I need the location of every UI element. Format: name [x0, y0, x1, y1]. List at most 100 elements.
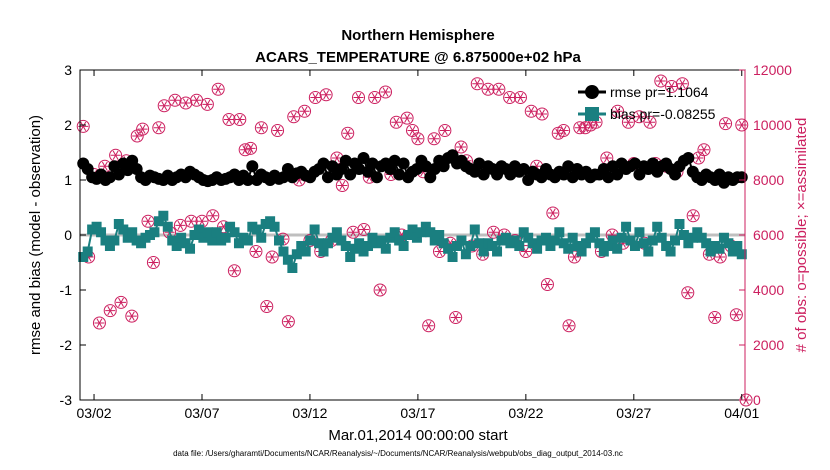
bias-point — [265, 216, 276, 227]
bias-point — [563, 243, 574, 254]
obs-assimilated-marker — [517, 92, 524, 103]
obs-assimilated-marker — [722, 119, 729, 129]
y-axis-right: 0 2000 4000 6000 8000 10000 12000 — [739, 62, 792, 408]
obs-assimilated-marker — [544, 279, 551, 290]
rmse-point — [246, 160, 259, 173]
bias-point — [407, 224, 418, 235]
obs-possible-marker — [513, 91, 527, 104]
y-axis-left-label: rmse and bias (model - observation) — [27, 115, 44, 355]
bias-point — [634, 227, 645, 238]
bias-point — [153, 216, 164, 227]
obs-assimilated-marker — [177, 220, 184, 230]
obs-possible-marker — [92, 316, 106, 330]
x-tick-label: 03/12 — [292, 405, 327, 421]
obs-assimilated-marker — [274, 125, 281, 136]
rmse-point — [121, 164, 134, 177]
bias-point — [665, 246, 676, 257]
obs-possible-marker — [254, 121, 268, 135]
obs-possible-marker — [233, 113, 247, 126]
bias-point — [229, 227, 240, 238]
bias-point — [349, 243, 360, 254]
bias-point — [331, 227, 342, 238]
obs-possible-marker — [136, 122, 150, 136]
bias-point — [242, 235, 253, 246]
bias-point — [616, 232, 627, 243]
obs-assimilated-marker — [490, 227, 497, 237]
obs-count-point — [540, 278, 554, 291]
bias-point — [291, 249, 302, 260]
obs-count-point — [233, 113, 247, 126]
obs-possible-marker — [130, 129, 144, 143]
obs-assimilated-marker — [431, 134, 438, 144]
obs-assimilated-marker — [528, 106, 535, 116]
obs-assimilated-marker — [701, 145, 707, 155]
obs-count-point — [379, 85, 393, 99]
obs-assimilated-marker — [350, 227, 357, 237]
bias-point — [171, 241, 182, 251]
obs-possible-marker — [427, 132, 441, 146]
obs-assimilated-marker — [404, 113, 411, 123]
bias-point — [425, 227, 436, 238]
obs-count-point — [719, 117, 733, 131]
y-right-tick-label: 0 — [753, 392, 761, 408]
bias-point — [451, 241, 462, 251]
obs-assimilated-marker — [717, 252, 724, 262]
obs-count-point — [287, 110, 301, 124]
obs-possible-marker — [686, 209, 700, 223]
obs-assimilated-marker — [360, 224, 367, 235]
bias-point — [136, 238, 147, 249]
obs-possible-marker — [675, 77, 689, 91]
obs-assimilated-marker — [333, 153, 340, 163]
obs-possible-marker — [298, 104, 312, 118]
obs-count-point — [708, 311, 722, 324]
obs-possible-marker — [146, 256, 160, 269]
obs-assimilated-marker — [339, 180, 346, 191]
bias-point — [411, 232, 422, 243]
obs-assimilated-marker — [290, 112, 297, 122]
obs-count-point — [611, 104, 625, 118]
obs-possible-marker — [492, 82, 506, 96]
obs-possible-marker — [249, 245, 263, 258]
obs-assimilated-marker — [377, 285, 384, 295]
bias-point — [198, 232, 209, 243]
obs-count-point — [513, 91, 527, 104]
obs-assimilated-marker — [743, 395, 750, 405]
obs-assimilated-marker — [226, 114, 232, 125]
x-tick-label: 03/27 — [616, 405, 651, 421]
obs-count-point — [357, 223, 371, 236]
bias-point — [127, 227, 138, 238]
obs-assimilated-marker — [695, 153, 702, 163]
bias-point — [696, 232, 707, 243]
obs-possible-marker — [206, 209, 220, 223]
obs-assimilated-marker — [436, 246, 443, 257]
obs-count-point — [697, 143, 711, 157]
obs-count-point — [244, 141, 258, 155]
obs-assimilated-marker — [263, 301, 270, 312]
bias-point — [113, 219, 124, 229]
obs-assimilated-marker — [684, 288, 691, 298]
bias-point — [193, 224, 204, 235]
obs-count-point — [373, 283, 387, 297]
y-axis-right-label: # of obs: o=possible; ×=assimilated — [793, 118, 810, 353]
bias-point — [652, 221, 663, 232]
obs-possible-marker — [729, 308, 743, 322]
obs-assimilated-marker — [522, 246, 529, 257]
obs-possible-marker — [697, 143, 711, 157]
obs-possible-marker — [411, 132, 425, 146]
obs-assimilated-marker — [625, 117, 632, 127]
y-left-tick-label: -3 — [60, 392, 73, 408]
bias-point — [434, 230, 445, 240]
y-left-tick-label: 3 — [64, 62, 72, 78]
obs-assimilated-marker — [539, 109, 545, 119]
rmse-point — [370, 171, 383, 184]
legend-rmse-marker — [585, 85, 599, 99]
legend-rmse-label: rmse pr=1.1064 — [610, 84, 709, 100]
obs-assimilated-marker — [409, 125, 416, 136]
bias-point — [554, 227, 565, 238]
obs-assimilated-marker — [566, 321, 572, 331]
bias-point — [340, 241, 351, 251]
chart-title-line1: Northern Hemisphere — [341, 27, 494, 44]
bias-point — [625, 235, 636, 246]
obs-assimilated-marker — [199, 216, 205, 226]
